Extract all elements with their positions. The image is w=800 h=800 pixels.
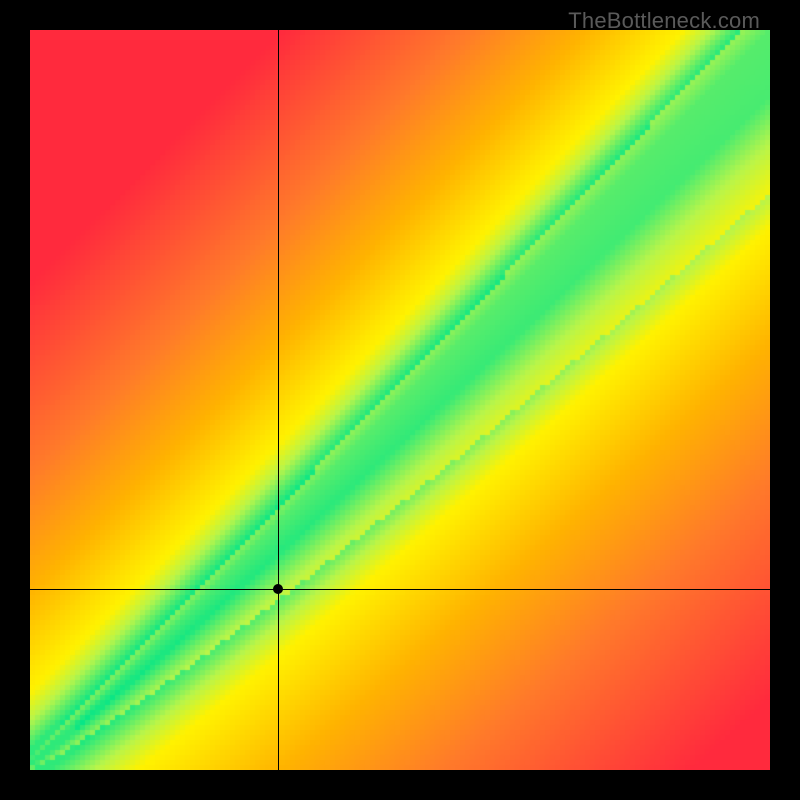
watermark-text: TheBottleneck.com — [568, 8, 760, 34]
heatmap-canvas — [30, 30, 770, 770]
crosshair-vertical — [278, 30, 279, 770]
crosshair-horizontal — [30, 589, 770, 590]
data-point-marker — [273, 584, 283, 594]
plot-area — [30, 30, 770, 770]
